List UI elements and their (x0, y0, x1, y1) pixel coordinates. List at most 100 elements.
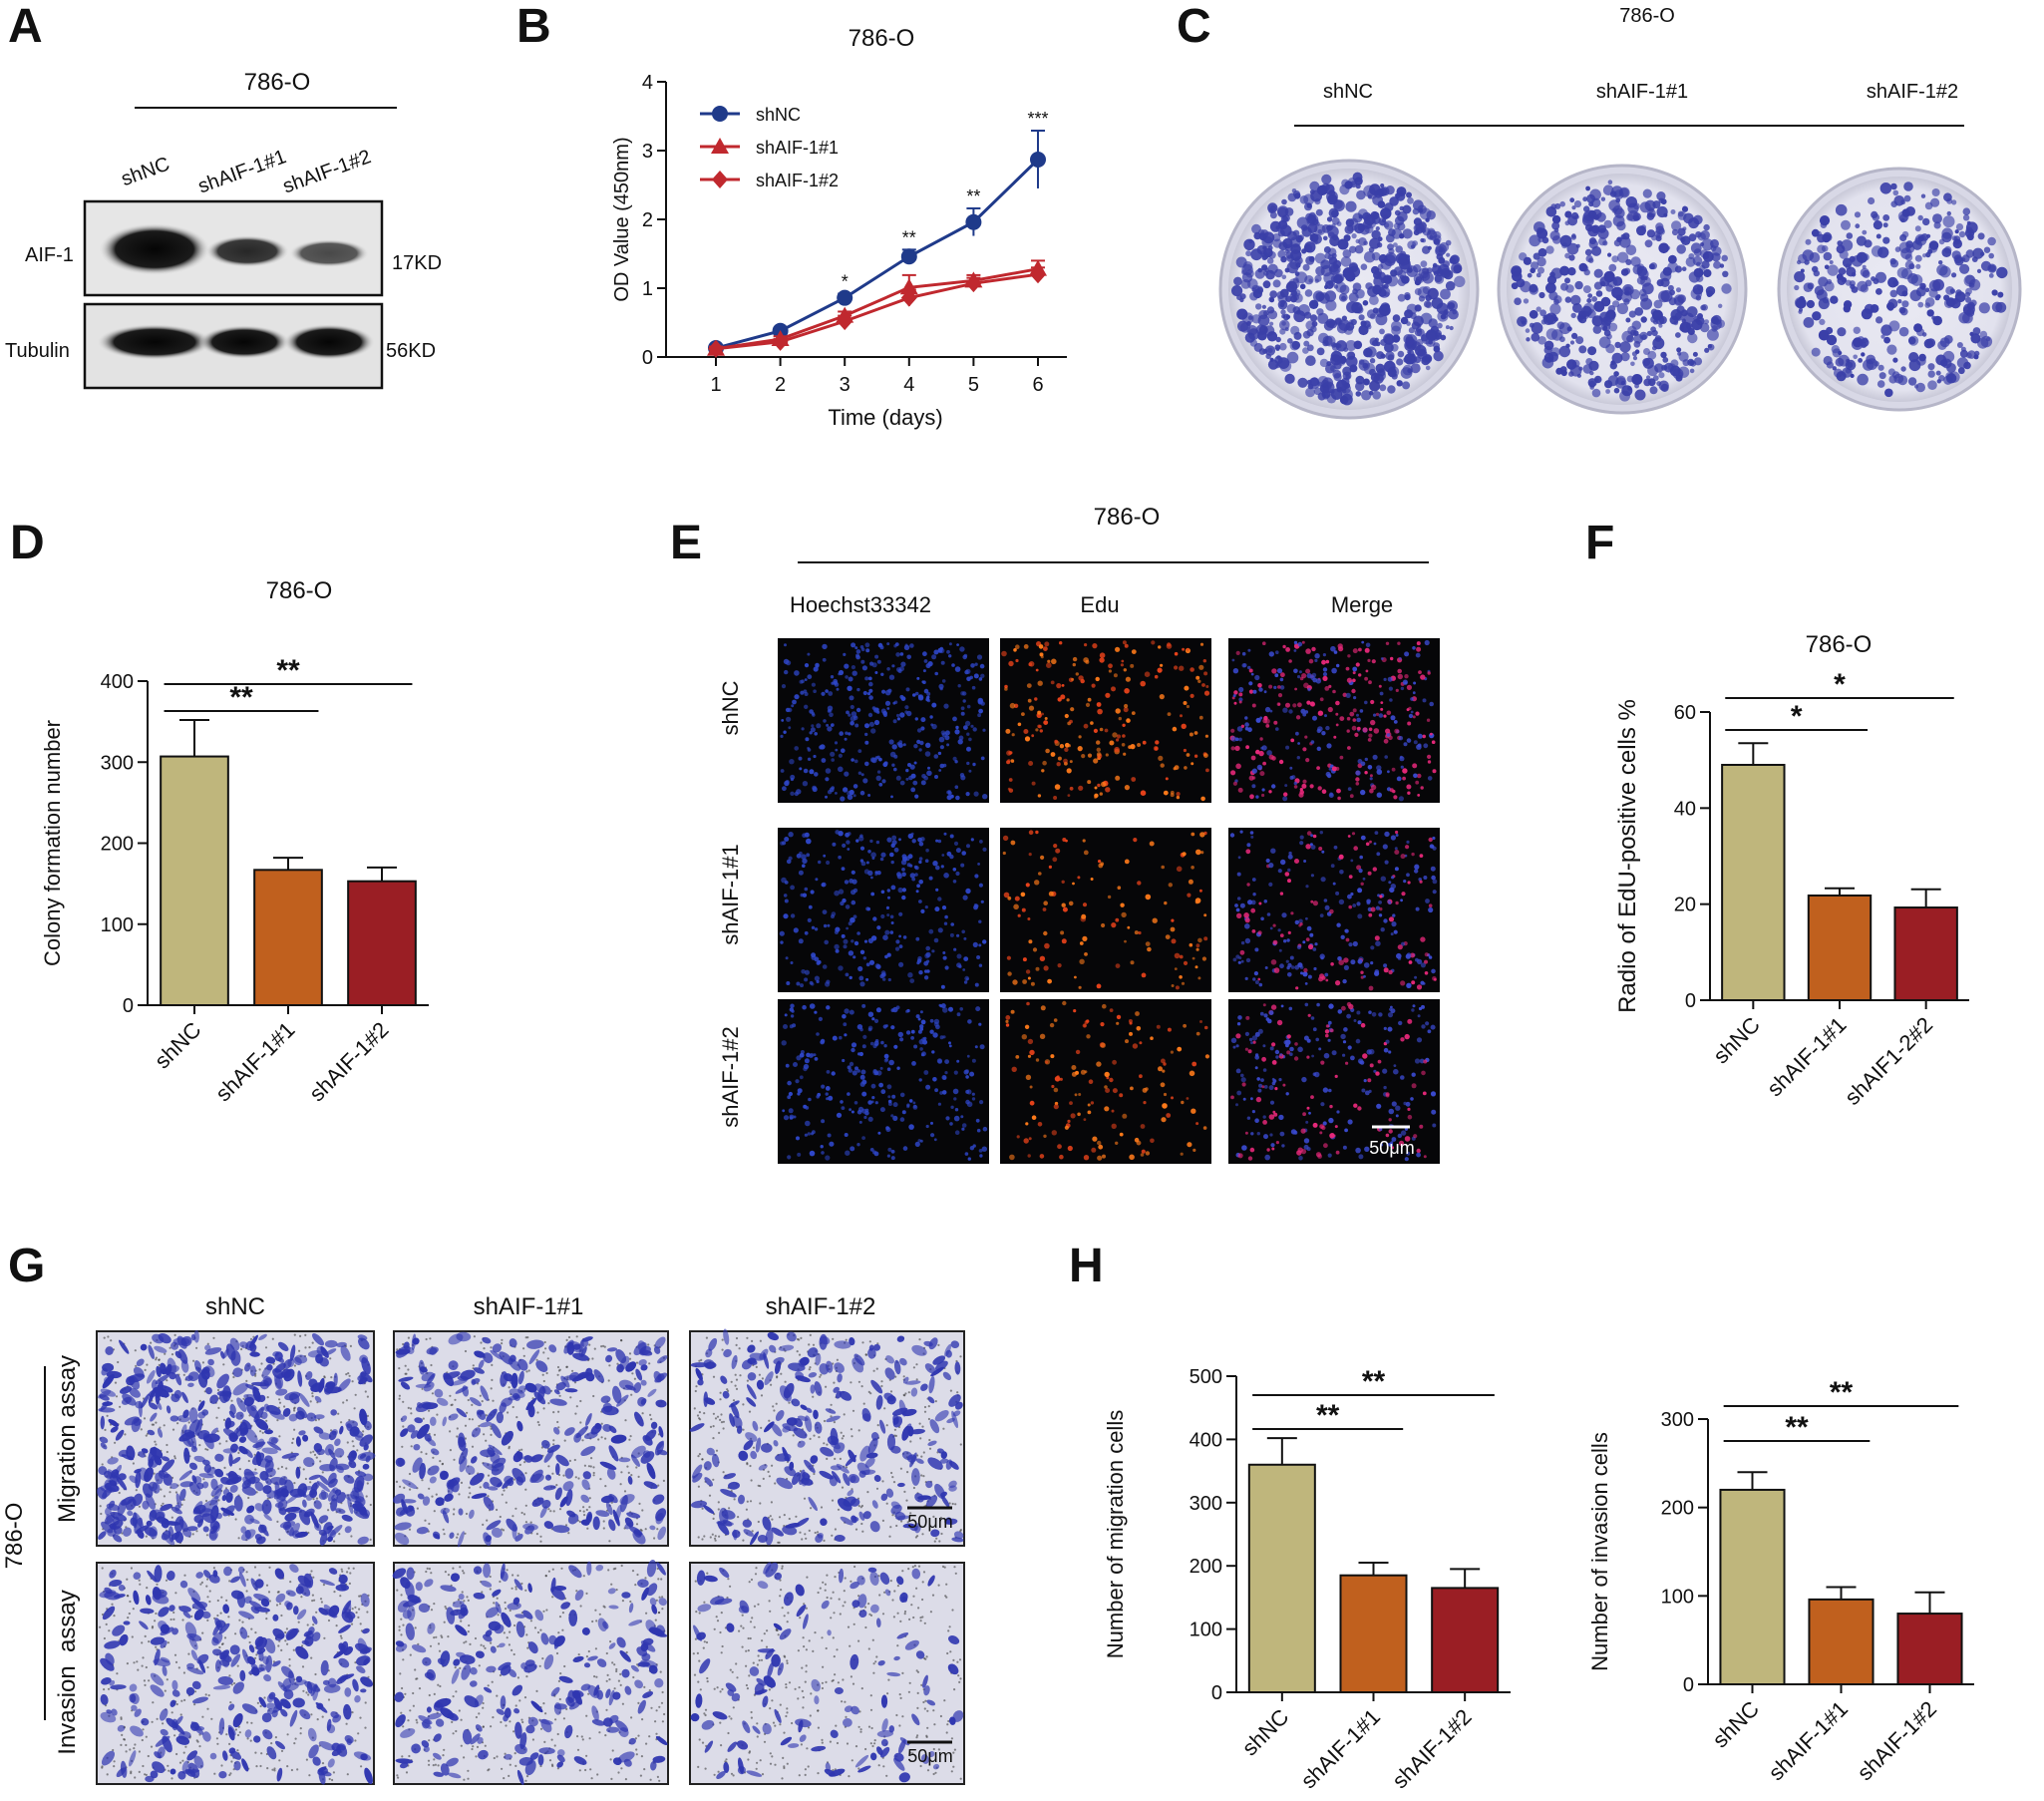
data-point (1030, 151, 1046, 168)
transwell-image (393, 1330, 669, 1548)
category-label: shNC (1708, 1012, 1765, 1069)
band-tubulin-sh1 (198, 325, 290, 359)
significance-label: *** (1027, 109, 1048, 129)
data-point (965, 274, 982, 293)
panel-b: B 786-O 0 1 2 3 4 1 2 3 4 5 6 Time (days) OD Value (… (516, 0, 1067, 430)
panel-label-b: B (516, 0, 551, 53)
channel-label: Edu (1080, 592, 1119, 617)
assay-label: Invasion assay (54, 1590, 81, 1754)
series-3 (708, 265, 1046, 358)
series-line (715, 158, 1040, 350)
y-tick-label: 300 (1190, 1493, 1222, 1515)
significance-label: ** (276, 654, 300, 687)
y-axis-label: Radio of EdU-positive cells % (1614, 699, 1641, 1013)
data-point (712, 171, 728, 188)
x-axis-label: Time (days) (828, 405, 942, 430)
colony-dishes: shNC shAIF-1#1 shAIF-1#2 (1218, 81, 2022, 420)
y-tick-label: 60 (1674, 702, 1696, 724)
fluorescence-image (778, 828, 989, 992)
bar (1431, 1587, 1500, 1694)
series-line (715, 272, 1039, 351)
y-tick-label: 200 (1661, 1498, 1694, 1520)
significance-label: ** (1785, 1411, 1809, 1444)
significance-label: ** (1362, 1365, 1386, 1398)
transwell-grid: shNC shAIF-1#1 shAIF-1#2 786-O Migration ass… (1, 1293, 965, 1785)
y-tick-label: 100 (1661, 1586, 1694, 1608)
y-tick-label: 400 (1190, 1429, 1222, 1451)
panel-label-c: C (1177, 0, 1211, 53)
category-label: shAIF-1#2 (1853, 1696, 1941, 1785)
y-axis-label: Number of invasion cells (1587, 1432, 1612, 1671)
size-label-tubulin: 56KD (386, 340, 436, 362)
category-label: shAIF-1#1 (1296, 1704, 1385, 1793)
blot-bands (97, 223, 375, 360)
chart-h-migration: 0 100 200 300 400 500 shNC shAIF-1#1 shAIF-1#2 **… (1103, 1365, 1511, 1793)
band-tubulin-shnc (97, 324, 212, 360)
channel-label: Merge (1331, 592, 1393, 617)
band-aif1-sh2 (289, 239, 369, 267)
colony-dish (1218, 159, 1480, 420)
y-tick-label: 400 (101, 671, 134, 693)
data-point (712, 106, 728, 122)
series-1 (708, 129, 1046, 357)
panel-label-a: A (8, 0, 43, 53)
chart-b: 0 1 2 3 4 1 2 3 4 5 6 Time (days) OD Value (450nm) sh… (611, 72, 1067, 430)
fluorescence-image (1228, 828, 1440, 992)
y-tick-label: 100 (101, 914, 134, 936)
series-2 (707, 259, 1047, 356)
panel-label-f: F (1585, 517, 1614, 569)
panel-label-g: G (8, 1240, 45, 1292)
protein-label-aif1: AIF-1 (25, 244, 74, 266)
y-axis-label: OD Value (450nm) (611, 137, 633, 301)
fluorescence-image (1000, 828, 1211, 992)
x-tick-label: 3 (840, 374, 851, 396)
transwell-image (96, 1562, 375, 1785)
significance-label: ** (966, 186, 980, 206)
y-tick-label: 100 (1190, 1620, 1222, 1641)
column-label: shAIF-1#2 (766, 1293, 876, 1320)
y-tick-label: 4 (642, 72, 653, 94)
bar (253, 869, 323, 1006)
panel-d: D 786-O 0 100 200 300 400 shNC shAIF-1#1 shAIF-… (10, 517, 429, 1106)
channel-label: Hoechst33342 (790, 592, 931, 617)
data-point (1030, 265, 1046, 284)
significance-label: ** (229, 681, 253, 714)
chart-d: 0 100 200 300 400 shNC shAIF-1#1 shAIF-1#2 ** ** C… (40, 654, 429, 1106)
category-label: shAIF-1#1 (210, 1017, 299, 1106)
significance-label: ** (1830, 1376, 1854, 1409)
x-tick-label: 4 (903, 374, 914, 396)
panel-label-e: E (670, 517, 702, 569)
significance-label: * (1791, 700, 1803, 733)
bar (1247, 1463, 1316, 1694)
x-tick-label: 1 (710, 374, 721, 396)
dish-group-label: shAIF-1#2 (1867, 81, 1958, 103)
data-point (900, 288, 917, 307)
bar (1808, 1598, 1874, 1686)
category-label: shAIF-1#2 (1387, 1704, 1476, 1793)
y-tick-label: 0 (1685, 990, 1696, 1012)
legend-label: shAIF-1#1 (756, 138, 839, 158)
y-tick-label: 0 (1211, 1682, 1222, 1704)
y-tick-label: 20 (1674, 895, 1696, 916)
column-label: shNC (205, 1293, 265, 1320)
band-tubulin-sh2 (283, 324, 375, 360)
fluorescence-image (1000, 999, 1211, 1164)
y-tick-label: 0 (1683, 1674, 1694, 1696)
scale-bar-label: 50μm (907, 1746, 952, 1766)
significance-label: ** (902, 227, 916, 247)
fluorescence-image (778, 638, 989, 803)
colony-dish (1497, 164, 1748, 415)
y-tick-label: 300 (1661, 1409, 1694, 1431)
column-label: shAIF-1#1 (474, 1293, 584, 1320)
row-label: shAIF-1#2 (718, 1026, 743, 1128)
fluorescence-image (1228, 638, 1440, 803)
bar (1807, 894, 1873, 1001)
transwell-image (689, 1328, 965, 1547)
panel-label-h: H (1069, 1240, 1104, 1292)
fluor-cell-line-title: 786-O (1094, 504, 1161, 531)
x-tick-label: 2 (775, 374, 786, 396)
blot-lane-label: shNC (119, 153, 173, 190)
data-point (711, 138, 729, 154)
y-tick-label: 3 (642, 141, 653, 163)
